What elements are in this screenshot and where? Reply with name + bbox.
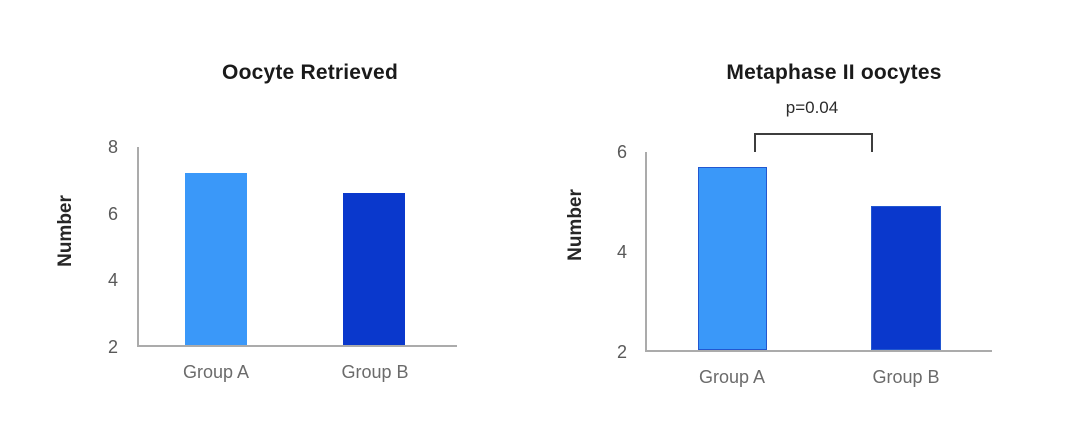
significance-bracket <box>754 133 873 152</box>
y-tick-label: 2 <box>107 336 118 357</box>
x-axis-line <box>137 345 457 347</box>
bar-group-a <box>185 173 247 345</box>
y-tick-labels: 6 4 2 <box>589 141 627 363</box>
y-axis-line <box>645 152 647 352</box>
x-category-label: Group B <box>341 362 409 382</box>
bar-group-a <box>698 167 767 350</box>
x-category-label: Group B <box>872 367 940 387</box>
chart-title: Metaphase II oocytes <box>726 61 942 84</box>
y-tick-label: 4 <box>107 270 118 291</box>
x-category-label: Group A <box>698 367 766 387</box>
y-tick-label: 6 <box>107 203 118 224</box>
p-value-label: p=0.04 <box>785 98 839 117</box>
y-tick-label: 6 <box>616 142 627 162</box>
y-axis-line <box>137 147 139 347</box>
y-tick-labels: 8 6 4 2 <box>80 136 118 358</box>
plot-area <box>645 152 992 352</box>
x-axis-line <box>645 350 992 352</box>
y-tick-label: 8 <box>107 137 118 157</box>
bar-group-b <box>871 206 941 350</box>
x-category-label: Group A <box>182 362 250 382</box>
y-tick-label: 4 <box>616 242 627 262</box>
y-tick-label: 2 <box>616 342 627 362</box>
bar-group-b <box>343 193 405 345</box>
chart-title: Oocyte Retrieved <box>222 61 398 84</box>
plot-area <box>137 147 457 347</box>
y-axis-label: Number <box>565 189 586 261</box>
